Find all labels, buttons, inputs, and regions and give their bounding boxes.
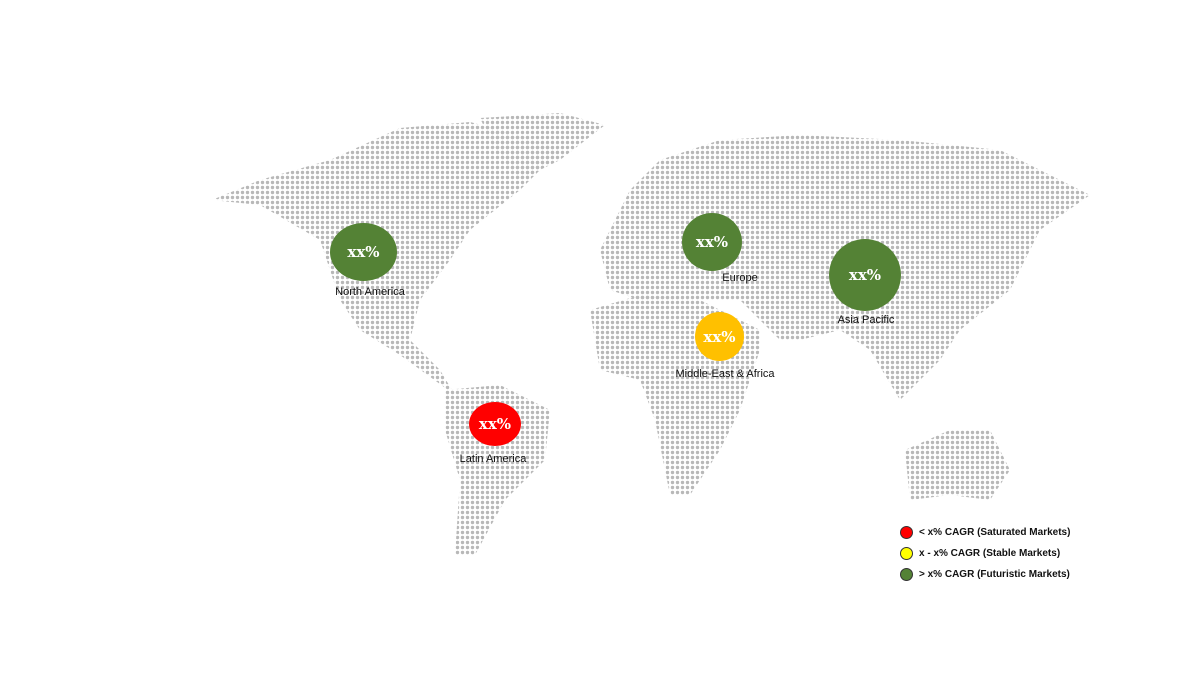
- legend-item-futuristic: > x% CAGR (Futuristic Markets): [900, 564, 1070, 585]
- region-bubble-asia-pacific: xx%: [829, 239, 901, 311]
- region-label-latin-america: Latin America: [459, 453, 527, 465]
- legend-item-stable: x - x% CAGR (Stable Markets): [900, 543, 1070, 564]
- region-bubble-latin-america: xx%: [469, 402, 521, 446]
- green-circle-icon: [900, 568, 913, 581]
- legend-label: x - x% CAGR (Stable Markets): [919, 548, 1061, 559]
- legend-item-saturated: < x% CAGR (Saturated Markets): [900, 522, 1070, 543]
- legend-label: < x% CAGR (Saturated Markets): [919, 527, 1071, 538]
- region-bubble-europe: xx%: [682, 213, 742, 271]
- region-bubble-north-america: xx%: [330, 223, 397, 281]
- legend-label: > x% CAGR (Futuristic Markets): [919, 569, 1070, 580]
- greenland-landmass: [480, 113, 605, 180]
- australia-landmass: [905, 430, 1010, 500]
- yellow-circle-icon: [900, 547, 913, 560]
- region-label-middle-east-africa: Middle-East & Africa: [675, 368, 775, 380]
- region-label-asia-pacific: Asia Pacific: [837, 314, 895, 326]
- region-label-north-america: North America: [335, 286, 405, 298]
- region-bubble-middle-east-africa: xx%: [695, 312, 744, 361]
- region-label-europe: Europe: [722, 272, 758, 284]
- legend: < x% CAGR (Saturated Markets) x - x% CAG…: [900, 522, 1070, 585]
- red-circle-icon: [900, 526, 913, 539]
